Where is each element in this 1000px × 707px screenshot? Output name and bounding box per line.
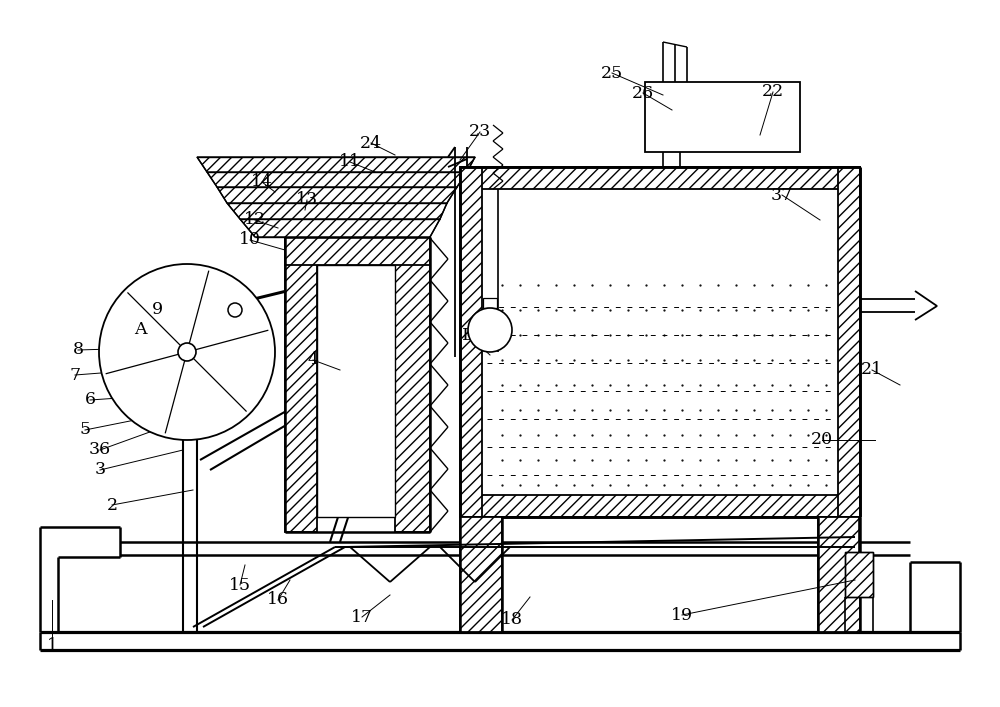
Circle shape — [228, 303, 242, 317]
Text: 23: 23 — [469, 124, 491, 141]
Polygon shape — [217, 187, 457, 203]
Text: 6: 6 — [84, 392, 96, 409]
Text: 7: 7 — [69, 366, 81, 383]
Bar — [460, 517, 502, 632]
Text: 22: 22 — [762, 83, 784, 100]
Bar — [838, 167, 860, 517]
Polygon shape — [197, 157, 475, 172]
Text: 4: 4 — [308, 351, 318, 368]
Text: 36: 36 — [89, 441, 111, 459]
Text: 16: 16 — [267, 592, 289, 609]
Polygon shape — [207, 172, 467, 187]
Text: 20: 20 — [811, 431, 833, 448]
Text: 8: 8 — [72, 341, 84, 358]
Text: 18: 18 — [501, 612, 523, 629]
Text: 17: 17 — [351, 609, 373, 626]
Text: 19: 19 — [671, 607, 693, 624]
Bar — [460, 167, 860, 189]
Bar — [285, 237, 430, 265]
Text: 1: 1 — [46, 636, 58, 653]
Text: 9: 9 — [151, 301, 163, 318]
Bar — [180, 367, 202, 389]
Text: 10: 10 — [239, 231, 261, 248]
Bar — [818, 517, 860, 632]
Text: 3: 3 — [94, 462, 106, 479]
Text: 26: 26 — [632, 85, 654, 102]
Text: B: B — [462, 327, 474, 344]
Bar — [285, 237, 317, 532]
Text: 21: 21 — [861, 361, 883, 378]
Circle shape — [468, 308, 512, 352]
Text: 25: 25 — [601, 64, 623, 81]
Text: 11: 11 — [339, 153, 361, 170]
Text: 15: 15 — [229, 576, 251, 593]
Bar — [317, 265, 395, 517]
Bar — [460, 495, 860, 517]
Text: 2: 2 — [106, 496, 118, 513]
Bar — [395, 237, 430, 532]
Bar — [460, 167, 482, 517]
Text: A: A — [134, 322, 146, 339]
Polygon shape — [227, 203, 447, 219]
Polygon shape — [240, 219, 440, 237]
Text: 14: 14 — [251, 173, 273, 190]
Text: 12: 12 — [244, 211, 266, 228]
Text: 37: 37 — [771, 187, 793, 204]
Text: 24: 24 — [360, 134, 382, 151]
Text: 13: 13 — [296, 192, 318, 209]
Bar — [645, 82, 800, 152]
Bar — [483, 298, 497, 308]
Circle shape — [178, 343, 196, 361]
Bar — [845, 552, 873, 597]
Circle shape — [99, 264, 275, 440]
Text: 5: 5 — [79, 421, 91, 438]
